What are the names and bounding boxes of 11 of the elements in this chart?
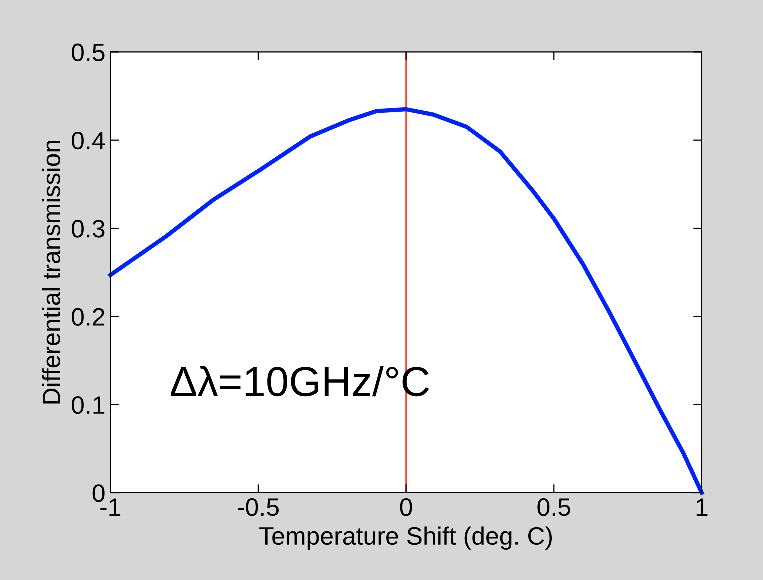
y-axis-title: Differential transmission [42, 141, 61, 404]
x-tick-label: 0.5 [538, 498, 570, 516]
x-tick-label: -0.5 [238, 498, 279, 516]
x-tick-label: 1 [696, 498, 708, 516]
x-axis-title: Temperature Shift (deg. C) [260, 526, 552, 550]
x-tick-label: 0 [400, 498, 412, 516]
y-tick-label: 0.1 [72, 396, 105, 414]
y-tick-label: 0.3 [72, 220, 105, 238]
y-tick-label: 0.4 [72, 132, 106, 150]
y-tick-label: 0.5 [72, 44, 105, 62]
y-tick-label: 0.2 [72, 308, 105, 326]
